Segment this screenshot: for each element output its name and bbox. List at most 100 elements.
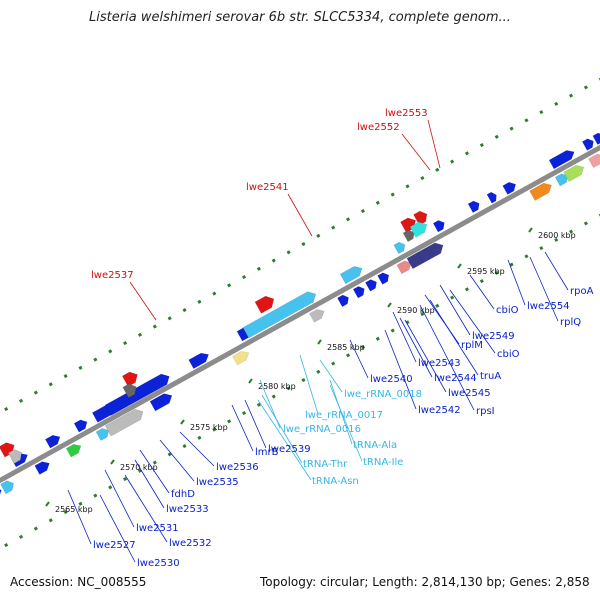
leader-line	[469, 274, 495, 310]
gene-feature	[122, 383, 137, 399]
highlight-label: lwe2537	[91, 270, 134, 281]
tick-label: 2565 kbp	[55, 505, 93, 514]
gene-label: fdhD	[171, 489, 195, 500]
gene-feature	[365, 279, 377, 292]
leader-line	[299, 354, 319, 415]
outer-dotted-line	[0, 77, 600, 415]
gene-arrow	[409, 221, 428, 238]
leader-line	[129, 281, 157, 321]
label-leader-lines	[67, 119, 569, 563]
gene-arrow	[95, 428, 110, 441]
leader-line	[287, 193, 313, 237]
gene-arrow	[588, 153, 600, 168]
rna-label: tRNA-Ile	[363, 457, 403, 468]
leader-line	[427, 119, 441, 169]
leader-line	[124, 474, 168, 543]
leader-line	[159, 439, 195, 482]
gene-arrow	[0, 480, 14, 495]
gene-arrow	[65, 443, 82, 458]
gene-arrow	[548, 150, 575, 170]
gene-arrow	[188, 352, 209, 369]
tick-label: 2570 kbp	[120, 463, 158, 472]
gene-arrow	[149, 393, 173, 412]
gene-label: lwe2554	[527, 301, 570, 312]
gene-arrow	[339, 266, 363, 285]
genome-stats-text: Topology: circular; Length: 2,814,130 bp…	[260, 575, 590, 589]
leader-line	[99, 494, 136, 563]
leader-line	[179, 431, 215, 467]
gene-arrow	[563, 164, 585, 182]
gene-arrow	[7, 449, 22, 464]
gene-label: lwe2530	[137, 558, 180, 569]
gene-feature	[0, 480, 14, 495]
gene-feature	[121, 371, 138, 387]
rna-label: lwe_rRNA_0016	[283, 424, 361, 435]
tick-mark	[528, 227, 533, 233]
tick-mark	[317, 339, 322, 345]
gene-feature	[45, 434, 61, 449]
gene-label: cbiO	[496, 305, 519, 316]
gene-feature	[188, 352, 209, 369]
gene-label: rplQ	[560, 317, 581, 328]
gene-label: rplM	[461, 340, 483, 351]
map-title: Listeria welshimeri serovar 6b str. SLCC…	[89, 10, 511, 25]
gene-feature	[396, 260, 412, 275]
gene-arrow	[34, 461, 50, 475]
gene-feature	[393, 241, 406, 255]
gene-feature	[377, 272, 390, 285]
gene-arrow	[0, 487, 2, 503]
gene-feature	[73, 419, 88, 433]
leader-line	[231, 404, 254, 452]
leader-line	[439, 284, 471, 336]
rna-label: lwe_rRNA_0017	[305, 410, 383, 421]
rna-label: lwe_rRNA_0018	[344, 389, 422, 400]
rna-label: tRNA-Ala	[353, 440, 397, 451]
gene-arrow	[104, 373, 170, 416]
gene-arrow	[122, 383, 137, 399]
leader-line	[544, 251, 569, 291]
feature-labels: lwe2553 lwe2552 lwe2541 lwe2537 lwe_rRNA_001…	[91, 108, 594, 569]
gene-feature	[0, 487, 2, 503]
gene-feature	[254, 295, 275, 314]
gene-label: lwe2533	[166, 504, 209, 515]
inner-dotted-line	[0, 213, 600, 551]
tick-mark	[180, 419, 185, 425]
tick-label: 2590 kbp	[397, 306, 435, 315]
leader-line	[134, 459, 165, 509]
highlight-label: lwe2541	[246, 182, 289, 193]
gene-feature	[337, 294, 349, 308]
leader-line	[139, 449, 170, 494]
gene-arrow	[377, 272, 390, 285]
gene-arrow	[554, 173, 569, 187]
gene-label: rpsI	[476, 406, 495, 417]
leader-line	[384, 329, 417, 410]
leader-line	[401, 133, 431, 171]
gene-feature	[588, 153, 600, 168]
gene-label: lwe2536	[216, 462, 259, 473]
gene-feature	[581, 138, 594, 151]
gene-arrow	[352, 286, 365, 299]
gene-feature	[95, 428, 110, 441]
gene-arrow	[104, 408, 144, 437]
gene-arrow	[45, 434, 61, 449]
gene-feature	[563, 164, 585, 182]
feature-track	[0, 132, 600, 503]
tick-label: 2580 kbp	[258, 382, 296, 391]
gene-label: lwe2535	[196, 477, 239, 488]
gene-arrow	[309, 309, 325, 323]
leader-line	[104, 469, 135, 528]
gene-arrow	[254, 295, 275, 314]
leader-line	[429, 299, 479, 376]
gene-feature	[467, 200, 480, 213]
gene-label: lwe2545	[448, 388, 491, 399]
gene-label: lwe2543	[418, 358, 461, 369]
tick-mark	[387, 302, 392, 308]
gene-feature	[242, 291, 317, 339]
gene-arrow	[581, 138, 594, 151]
gene-arrow	[592, 132, 600, 145]
gene-label: truA	[480, 371, 501, 382]
gene-arrow	[417, 242, 444, 264]
accession-text: Accession: NC_008555	[10, 575, 147, 589]
gene-label: lwe2532	[169, 538, 212, 549]
gene-feature	[352, 286, 365, 299]
